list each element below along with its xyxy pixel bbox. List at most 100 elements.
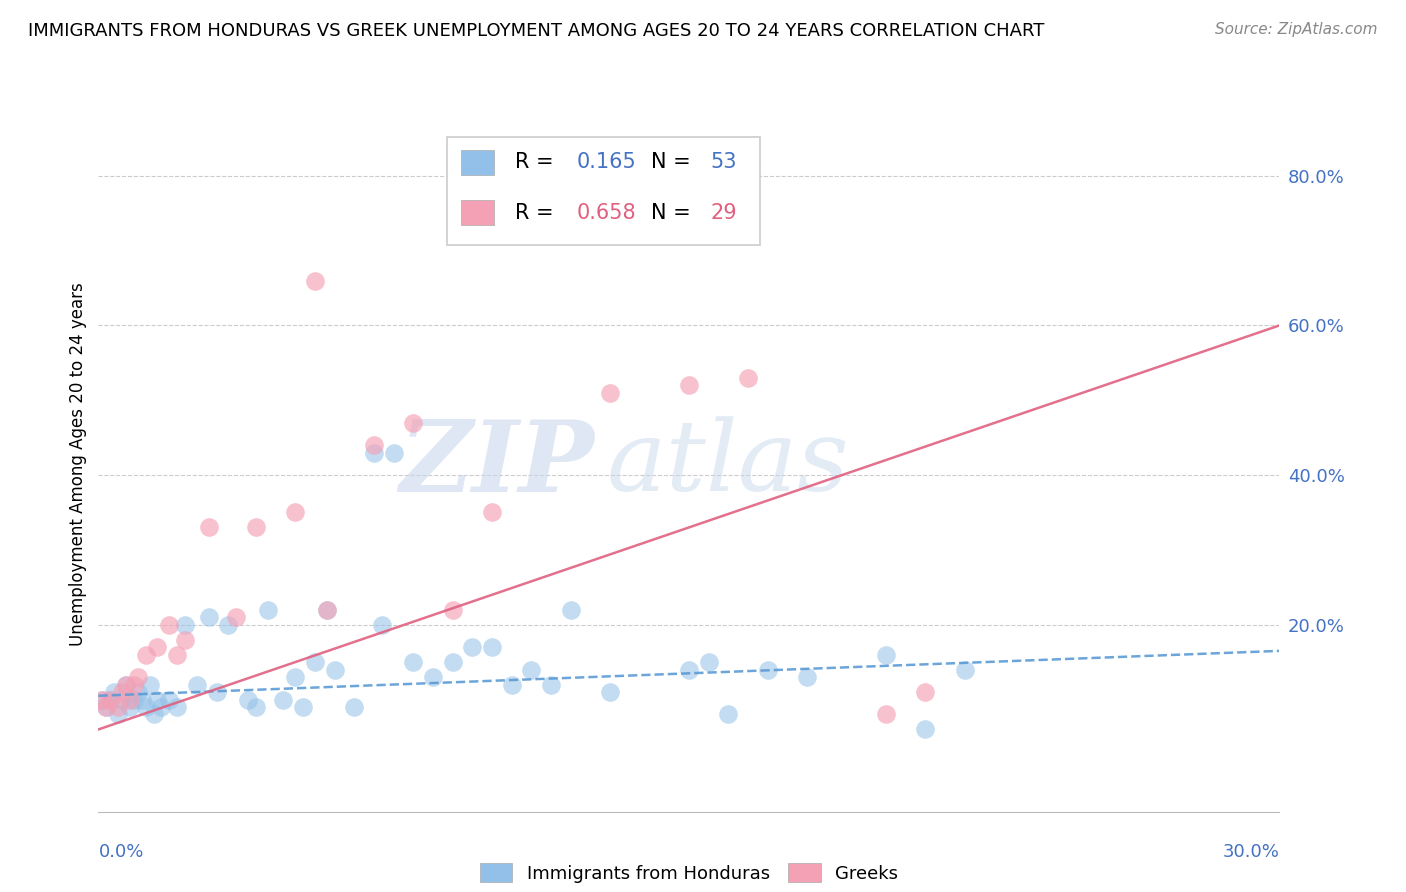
Text: R =: R = bbox=[516, 153, 561, 172]
Text: Source: ZipAtlas.com: Source: ZipAtlas.com bbox=[1215, 22, 1378, 37]
Point bbox=[127, 670, 149, 684]
Point bbox=[402, 416, 425, 430]
Text: 0.165: 0.165 bbox=[576, 153, 637, 172]
Point bbox=[914, 685, 936, 699]
Point bbox=[217, 617, 239, 632]
Point bbox=[135, 648, 157, 662]
Point bbox=[127, 685, 149, 699]
Point bbox=[98, 692, 121, 706]
Point bbox=[756, 663, 779, 677]
Point bbox=[91, 692, 114, 706]
Point bbox=[236, 692, 259, 706]
Text: atlas: atlas bbox=[606, 417, 849, 511]
Point bbox=[422, 670, 444, 684]
Point bbox=[111, 692, 134, 706]
Point bbox=[146, 640, 169, 654]
Y-axis label: Unemployment Among Ages 20 to 24 years: Unemployment Among Ages 20 to 24 years bbox=[69, 282, 87, 646]
Point bbox=[118, 692, 141, 706]
Point bbox=[315, 603, 337, 617]
Point bbox=[520, 663, 543, 677]
Point bbox=[98, 692, 121, 706]
Point bbox=[284, 670, 307, 684]
Point bbox=[540, 677, 562, 691]
Point bbox=[245, 700, 267, 714]
Point bbox=[138, 677, 160, 691]
Point bbox=[245, 520, 267, 534]
Point bbox=[197, 520, 219, 534]
Point bbox=[875, 648, 897, 662]
Text: 0.658: 0.658 bbox=[576, 202, 637, 222]
Point bbox=[166, 648, 188, 662]
Point bbox=[697, 655, 720, 669]
Point bbox=[560, 603, 582, 617]
Point bbox=[107, 700, 129, 714]
Point bbox=[142, 707, 165, 722]
Point bbox=[292, 700, 315, 714]
Point bbox=[197, 610, 219, 624]
Text: 29: 29 bbox=[710, 202, 737, 222]
Point bbox=[481, 640, 503, 654]
Point bbox=[441, 655, 464, 669]
Point bbox=[157, 617, 180, 632]
Point bbox=[174, 632, 197, 647]
Point bbox=[953, 663, 976, 677]
Point bbox=[599, 685, 621, 699]
Point bbox=[343, 700, 366, 714]
Point bbox=[157, 692, 180, 706]
Point bbox=[103, 685, 125, 699]
Point bbox=[122, 692, 145, 706]
Point bbox=[122, 677, 145, 691]
Text: IMMIGRANTS FROM HONDURAS VS GREEK UNEMPLOYMENT AMONG AGES 20 TO 24 YEARS CORRELA: IMMIGRANTS FROM HONDURAS VS GREEK UNEMPL… bbox=[28, 22, 1045, 40]
Text: 30.0%: 30.0% bbox=[1223, 843, 1279, 861]
Point bbox=[678, 663, 700, 677]
Point bbox=[146, 692, 169, 706]
FancyBboxPatch shape bbox=[461, 150, 494, 175]
Point bbox=[481, 506, 503, 520]
Point bbox=[186, 677, 208, 691]
Text: N =: N = bbox=[651, 202, 697, 222]
Point bbox=[717, 707, 740, 722]
Point bbox=[115, 677, 138, 691]
Point bbox=[284, 506, 307, 520]
Point bbox=[914, 723, 936, 737]
Text: N =: N = bbox=[651, 153, 697, 172]
Point bbox=[382, 445, 405, 459]
Point bbox=[166, 700, 188, 714]
Point bbox=[796, 670, 818, 684]
FancyBboxPatch shape bbox=[461, 200, 494, 225]
Point bbox=[107, 707, 129, 722]
Point bbox=[96, 700, 118, 714]
Point bbox=[371, 617, 394, 632]
Point bbox=[737, 371, 759, 385]
Point bbox=[135, 700, 157, 714]
Legend: Immigrants from Honduras, Greeks: Immigrants from Honduras, Greeks bbox=[479, 863, 898, 883]
Point bbox=[501, 677, 523, 691]
Text: 53: 53 bbox=[710, 153, 737, 172]
Point bbox=[174, 617, 197, 632]
Point bbox=[363, 438, 385, 452]
FancyBboxPatch shape bbox=[447, 136, 759, 244]
Point bbox=[875, 707, 897, 722]
Point bbox=[315, 603, 337, 617]
Point bbox=[150, 700, 173, 714]
Point bbox=[461, 640, 484, 654]
Point bbox=[111, 685, 134, 699]
Point bbox=[131, 692, 153, 706]
Point bbox=[115, 677, 138, 691]
Point bbox=[96, 700, 118, 714]
Point bbox=[205, 685, 228, 699]
Point bbox=[441, 603, 464, 617]
Point bbox=[678, 378, 700, 392]
Point bbox=[273, 692, 295, 706]
Point bbox=[256, 603, 278, 617]
Point bbox=[304, 655, 326, 669]
Point bbox=[91, 692, 114, 706]
Point bbox=[402, 655, 425, 669]
Point bbox=[225, 610, 247, 624]
Point bbox=[363, 445, 385, 459]
Point bbox=[118, 700, 141, 714]
Text: R =: R = bbox=[516, 202, 561, 222]
Text: ZIP: ZIP bbox=[399, 416, 595, 512]
Point bbox=[304, 274, 326, 288]
Point bbox=[599, 385, 621, 400]
